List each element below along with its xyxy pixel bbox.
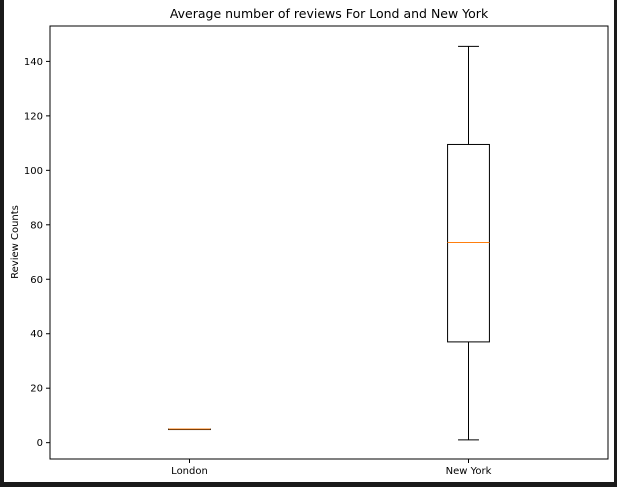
x-axis-ticks: London New York	[171, 459, 492, 477]
plot-area-frame	[49, 25, 609, 460]
y-tick-label: 80	[30, 220, 43, 231]
chart-figure: Average number of reviews For Lond and N…	[4, 0, 614, 482]
x-tick-label: New York	[446, 466, 492, 477]
chart-title: Average number of reviews For Lond and N…	[170, 6, 489, 21]
box-london	[168, 428, 211, 431]
x-tick-label: London	[171, 466, 208, 477]
y-tick-label: 60	[30, 275, 43, 286]
iqr-box	[447, 143, 490, 343]
y-tick-label: 20	[30, 384, 43, 395]
box-plot-chart: Average number of reviews For Lond and N…	[10, 6, 609, 477]
box-series	[168, 45, 490, 441]
y-axis-ticks: 0 20 40 60 80 100 120 140	[24, 57, 50, 449]
y-tick-label: 140	[24, 57, 43, 68]
y-tick-label: 0	[37, 438, 43, 449]
box-new-york	[447, 45, 490, 441]
y-tick-label: 40	[30, 329, 43, 340]
y-axis-label: Review Counts	[10, 205, 21, 279]
y-tick-label: 100	[24, 166, 43, 177]
y-tick-label: 120	[24, 111, 43, 122]
